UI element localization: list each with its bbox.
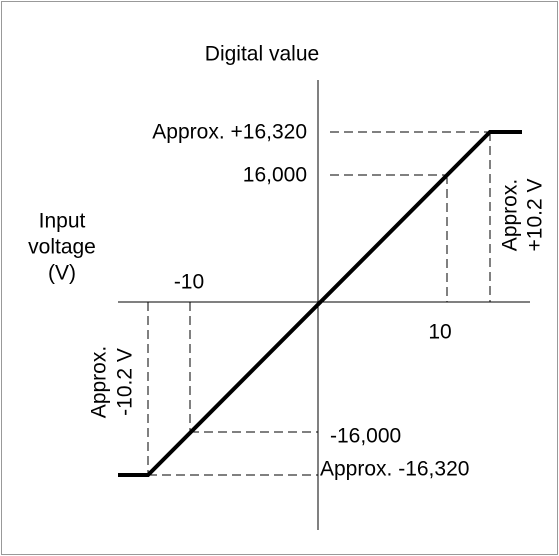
y-label: 16,000 [243, 164, 307, 187]
x-axis-title: voltage [28, 236, 96, 259]
x-label: 10 [428, 321, 451, 344]
left-note: Approx. [88, 346, 111, 418]
right-note: +10.2 V [524, 179, 547, 252]
y-label: Approx. +16,320 [152, 121, 307, 144]
y-label: Approx. -16,320 [320, 458, 469, 481]
right-note: Approx. [499, 179, 522, 251]
y-label: -16,000 [330, 425, 401, 448]
left-note: -10.2 V [114, 348, 137, 416]
x-axis-title: Input [39, 210, 86, 233]
positive-guides [330, 131, 491, 302]
guide-lines [147, 131, 491, 476]
negative-guides [147, 302, 318, 476]
y-axis-title: Digital value [205, 43, 319, 66]
x-label: -10 [174, 271, 204, 294]
x-axis-title: (V) [48, 262, 76, 285]
transfer-curve [118, 130, 522, 477]
